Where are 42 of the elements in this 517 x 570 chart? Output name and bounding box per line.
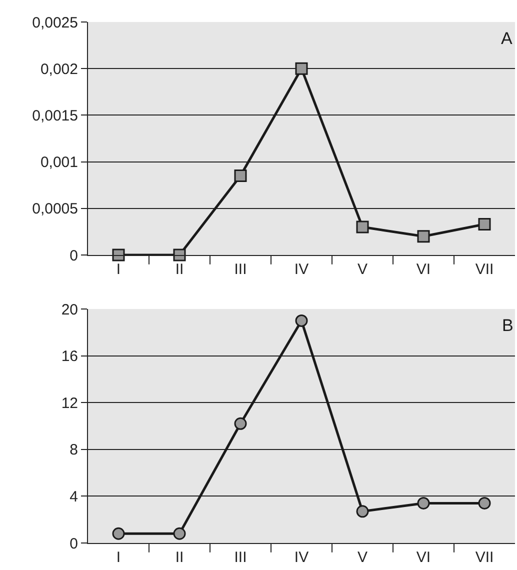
x-tick-label: IV (294, 549, 309, 566)
point (478, 496, 491, 510)
x-tick-label: I (116, 549, 121, 566)
point (356, 220, 369, 234)
x-tick-label: II (175, 261, 184, 278)
point (234, 417, 247, 430)
x-tick-label: VII (475, 261, 494, 278)
y-tick-label: 0 (70, 535, 78, 552)
point (112, 527, 125, 540)
y-tick-label: 8 (70, 442, 78, 459)
x-tick-label: III (234, 549, 247, 566)
annotation: A (501, 29, 513, 48)
x-tick-label: II (175, 549, 184, 566)
x-tick-label: VII (475, 549, 494, 566)
y-tick-label: 0,001 (40, 154, 78, 172)
point (234, 170, 247, 182)
y-tick-label: 16 (61, 348, 78, 366)
x-tick-label: III (234, 261, 247, 278)
point (417, 496, 430, 510)
x-tick-label: IV (294, 261, 309, 278)
y-tick-label: 0,002 (40, 60, 78, 78)
x-tick-label: I (116, 261, 121, 278)
point (478, 218, 491, 230)
x-tick-label: VI (416, 261, 431, 278)
x-tick-label: V (357, 261, 368, 278)
y-tick-label: 4 (70, 488, 78, 506)
point (173, 248, 186, 262)
y-tick-label: 12 (61, 394, 78, 412)
point (112, 248, 125, 262)
point (295, 62, 308, 75)
annotation: B (502, 316, 514, 335)
x-tick-label: V (357, 549, 368, 566)
y-tick-label: 0,0005 (32, 200, 78, 218)
y-tick-label: 0,0025 (32, 14, 78, 32)
y-tick-label: 0,0015 (32, 107, 78, 124)
y-tick-label: 20 (61, 301, 78, 318)
point (356, 505, 369, 518)
point (173, 527, 186, 540)
point (295, 314, 308, 327)
point (417, 230, 430, 243)
y-tick-label: 0 (70, 247, 78, 264)
x-tick-label: VI (416, 549, 431, 566)
